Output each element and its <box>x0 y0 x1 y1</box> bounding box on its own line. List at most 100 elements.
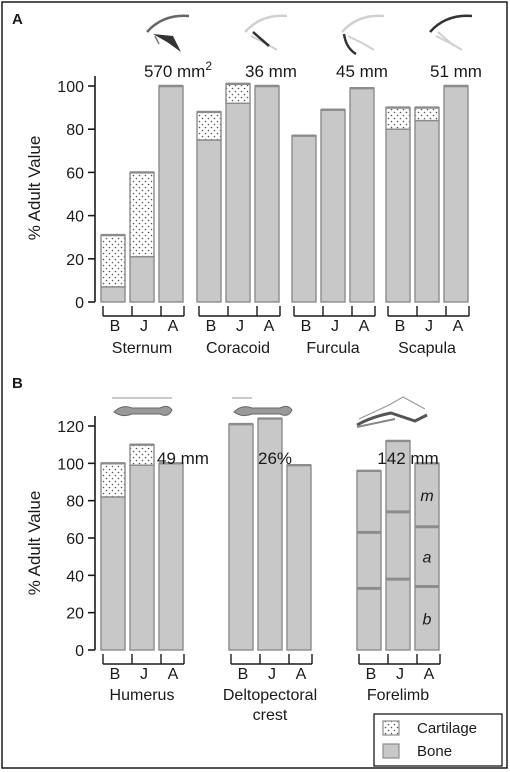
humerus-bone-icon <box>112 397 173 417</box>
panel-b-forelimb-category-J: J <box>396 666 404 683</box>
panel-b-humerus-bar-J-cartilage <box>129 443 155 466</box>
forelimb-bone-icon <box>356 396 428 428</box>
panel-a-coracoid-category-A: A <box>264 318 275 335</box>
legend-bone-swatch <box>382 743 400 759</box>
panel-b-forelimb-category-A: A <box>424 666 435 683</box>
panel-b-deltopectoral-crest-name-line-1: Deltopectoral <box>223 687 317 704</box>
panel-a-furcula-bar-A-bone <box>349 87 375 303</box>
panel-b-humerus-annotation: 49 mm <box>157 449 209 468</box>
panel-b-label: B <box>12 375 23 392</box>
panel-b-forelimb-segment-label-a: a <box>423 550 432 567</box>
panel-b-ytick-label-120: 120 <box>57 419 84 436</box>
panel-a-scapula-annotation: 51 mm <box>430 62 482 81</box>
panel-a-scapula-bar-J-bone <box>414 119 440 303</box>
panel-a-sternum-bar-A-bone <box>158 85 184 303</box>
panel-a-coracoid-bar-J-cartilage <box>225 83 251 104</box>
legend: Cartilage Bone <box>373 713 503 767</box>
panel-a-sternum-bar-J-cartilage <box>129 171 155 258</box>
panel-b-deltopectoral-crest-category-B: B <box>238 666 249 683</box>
panel-a-furcula-annotation: 45 mm <box>336 62 388 81</box>
furcula-bone-icon <box>341 14 385 56</box>
panel-b-humerus-category-B: B <box>110 666 121 683</box>
panel-a-ytick-label-40: 40 <box>66 209 84 226</box>
panel-a-sternum-name: Sternum <box>112 340 172 357</box>
panel-b-deltopectoral-crest-name-line-2: crest <box>253 707 288 724</box>
panel-a-label: A <box>12 11 23 28</box>
panel-b-forelimb-bar-B-bone <box>356 470 382 651</box>
panel-a-scapula-bar-A-bone <box>443 85 469 303</box>
panel-a-ytick-label-80: 80 <box>66 122 84 139</box>
panel-b-deltopectoral-crest-bar-B-bone <box>228 423 254 651</box>
panel-b-ytick-label-80: 80 <box>66 494 84 511</box>
panel-b-ylabel: % Adult Value <box>25 491 44 596</box>
panel-b-forelimb-annotation: 142 mm <box>377 449 438 468</box>
panel-b-humerus-category-J: J <box>140 666 148 683</box>
panel-a-ytick-label-20: 20 <box>66 252 84 269</box>
panel-a-furcula-category-J: J <box>331 318 339 335</box>
panel-a-sternum-annotation-superscript: 2 <box>205 59 212 73</box>
panel-b-forelimb-segment-label-m: m <box>420 488 433 505</box>
panel-a-ytick-label-60: 60 <box>66 165 84 182</box>
panel-b-humerus-bar-A-bone <box>158 462 184 651</box>
panel-a-sternum-category-B: B <box>110 318 121 335</box>
panel-a-ylabel: % Adult Value <box>25 136 44 241</box>
panel-a-coracoid-annotation: 36 mm <box>245 62 297 81</box>
panel-b-ytick-label-40: 40 <box>66 568 84 585</box>
legend-cartilage-swatch <box>382 720 400 736</box>
panel-b-ytick-label-100: 100 <box>57 456 84 473</box>
panel-a-coracoid-bar-A-bone <box>254 85 280 303</box>
panel-b-deltopectoral-crest-category-J: J <box>268 666 276 683</box>
panel-b-forelimb-name: Forelimb <box>367 687 429 704</box>
panel-b-deltopectoral-crest-bar-A-bone <box>286 464 312 651</box>
panel-a-scapula-bar-J-cartilage <box>414 106 440 122</box>
panel-a-furcula-bar-J-bone <box>320 109 346 303</box>
panel-b-ytick-label-0: 0 <box>75 643 84 660</box>
panel-a-sternum-bar-B-cartilage <box>100 234 126 288</box>
panel-a-ytick-label-0: 0 <box>75 295 84 312</box>
panel-b-humerus-category-A: A <box>168 666 179 683</box>
panel-a-sternum-bar-J-bone <box>129 255 155 303</box>
panel-b-humerus-bar-J-bone <box>129 464 155 651</box>
legend-cartilage-label: Cartilage <box>417 720 477 737</box>
panel-b-forelimb-segment-label-b: b <box>423 611 432 628</box>
panel-a-scapula-category-B: B <box>395 318 406 335</box>
sternum-bone-icon <box>146 14 190 52</box>
panel-b-humerus-bar-B-cartilage <box>100 462 126 498</box>
panel-b-humerus-name: Humerus <box>110 687 175 704</box>
panel-b-humerus-bar-B-bone <box>100 496 126 651</box>
panel-a-ytick-label-100: 100 <box>57 79 84 96</box>
panel-a-sternum-category-J: J <box>140 318 148 335</box>
panel-a-coracoid-bar-B-cartilage <box>196 111 222 141</box>
panel-a-coracoid-bar-J-bone <box>225 102 251 303</box>
panel-a-scapula-category-J: J <box>425 318 433 335</box>
panel-b-deltopectoral-crest-annotation: 26% <box>258 449 292 468</box>
panel-a-scapula-name: Scapula <box>398 340 456 357</box>
panel-b-forelimb-bar-J-bone <box>385 440 411 651</box>
panel-a-coracoid-name: Coracoid <box>206 340 270 357</box>
panel-a-coracoid-category-J: J <box>236 318 244 335</box>
panel-b-ytick-label-20: 20 <box>66 606 84 623</box>
panel-a-coracoid-bar-B-bone <box>196 139 222 303</box>
panel-a-scapula-bar-B-cartilage <box>385 106 411 130</box>
coracoid-bone-icon <box>244 14 288 51</box>
panel-a-furcula-bar-B-bone <box>291 134 317 303</box>
deltopectoral-crest-bone-icon <box>232 397 293 417</box>
scapula-bone-icon <box>429 14 473 51</box>
panel-a-sternum-annotation: 570 mm2 <box>144 59 212 81</box>
panel-a-sternum-category-A: A <box>168 318 179 335</box>
panel-a-scapula-bar-B-bone <box>385 128 411 303</box>
panel-b-forelimb-bar-A-bone <box>414 462 440 651</box>
panel-b-deltopectoral-crest-category-A: A <box>296 666 307 683</box>
panel-a-furcula-category-B: B <box>301 318 312 335</box>
panel-a-coracoid-category-B: B <box>206 318 217 335</box>
legend-bone-label: Bone <box>417 743 452 760</box>
panel-a-furcula-category-A: A <box>359 318 370 335</box>
panel-b-deltopectoral-crest-name: Deltopectoral crest <box>223 687 317 724</box>
panel-a-furcula-name: Furcula <box>306 340 359 357</box>
panel-a-scapula-category-A: A <box>453 318 464 335</box>
panel-b-forelimb-category-B: B <box>366 666 377 683</box>
panel-a-sternum-bar-B-bone <box>100 286 126 303</box>
